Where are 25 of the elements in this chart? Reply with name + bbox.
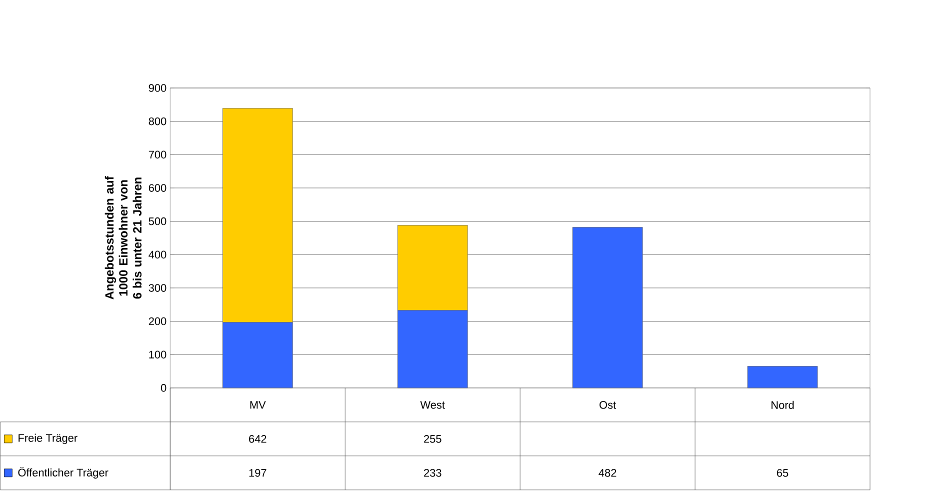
y-tick-label: 800 <box>148 117 166 126</box>
x-tick-label: West <box>420 401 445 409</box>
data-label: 482 <box>598 469 616 477</box>
bar <box>747 366 818 388</box>
y-axis-title: Angebotsstunden auf 1000 Einwohner von 6 bis unter 21 Jahren <box>104 176 142 300</box>
y-tick-label: 600 <box>148 184 166 192</box>
y-tick-label: 400 <box>148 250 166 259</box>
bar <box>572 227 643 388</box>
y-tick-label: 200 <box>148 317 166 326</box>
data-label: 65 <box>777 469 788 477</box>
y-tick-label: 300 <box>148 284 166 292</box>
x-tick-label: Ost <box>600 401 616 409</box>
y-tick-label: 100 <box>149 350 166 359</box>
legend-label: Öffentlicher Träger <box>18 467 108 479</box>
y-tick-label: 700 <box>148 150 166 159</box>
y-tick-label: 900 <box>148 84 166 92</box>
y-tick-label: 0 <box>160 384 166 392</box>
data-label: 197 <box>249 469 266 477</box>
data-label: 233 <box>424 469 442 477</box>
x-tick-label: MV <box>250 401 266 409</box>
data-label: 642 <box>249 435 266 443</box>
y-tick-label: 500 <box>148 217 166 226</box>
data-label: 255 <box>424 435 442 443</box>
x-tick-label: Nord <box>772 400 794 409</box>
legend-label: Freie Träger <box>18 434 78 444</box>
